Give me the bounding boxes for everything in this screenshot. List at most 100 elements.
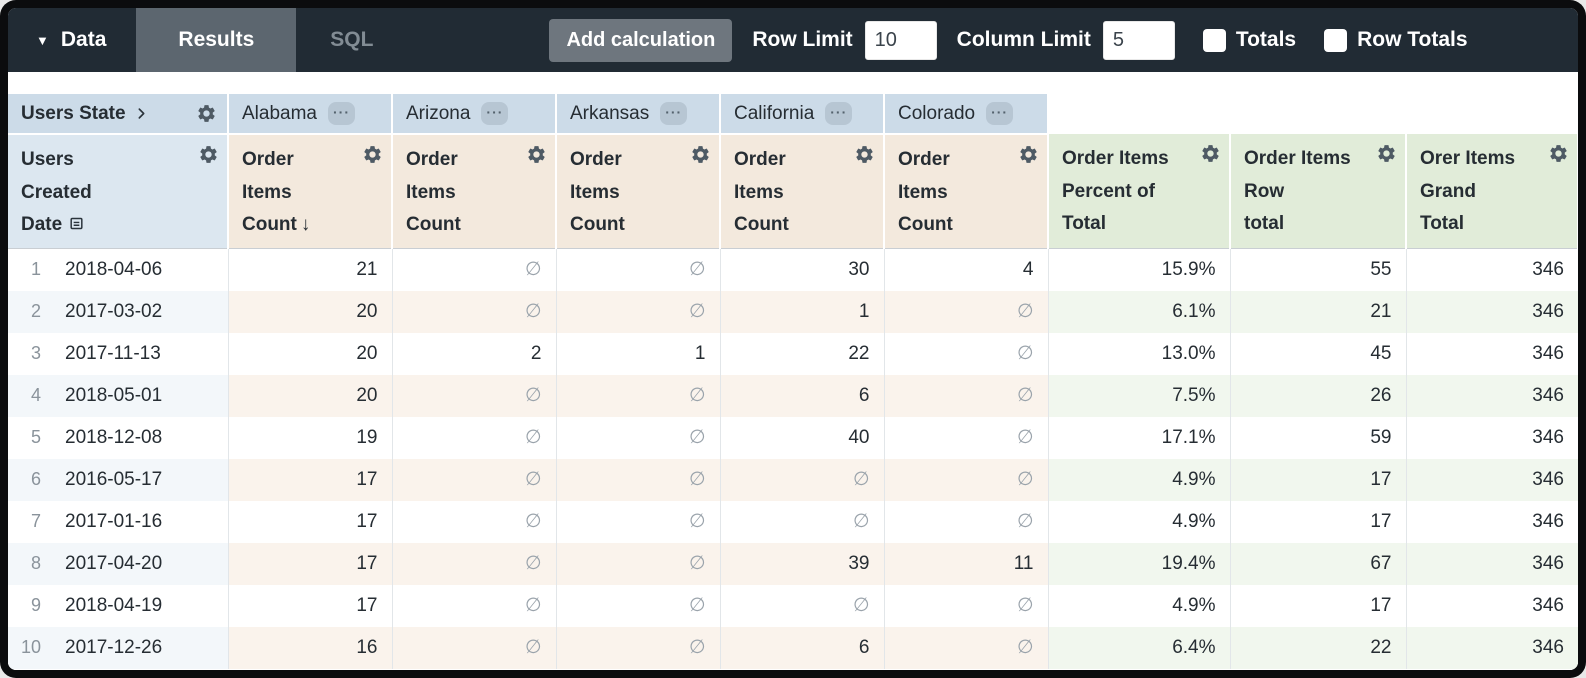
ellipsis-menu-icon[interactable]: ··· [986, 102, 1014, 125]
count-cell[interactable]: ∅ [555, 500, 720, 543]
count-cell[interactable]: ∅ [555, 248, 720, 291]
gear-icon[interactable] [196, 103, 217, 124]
gear-icon[interactable] [1018, 144, 1039, 165]
count-cell[interactable]: ∅ [555, 626, 720, 669]
count-cell[interactable]: ∅ [391, 500, 556, 543]
count-cell[interactable]: ∅ [391, 626, 556, 669]
count-cell[interactable]: 20 [227, 290, 392, 333]
count-cell[interactable]: ∅ [883, 584, 1048, 627]
date-cell[interactable]: 2017-03-02 [52, 290, 228, 333]
calc-cell[interactable]: 21 [1229, 290, 1406, 333]
count-cell[interactable]: ∅ [555, 416, 720, 459]
calc-cell[interactable]: 67 [1229, 542, 1406, 585]
count-cell[interactable]: 17 [227, 500, 392, 543]
count-cell[interactable]: ∅ [883, 332, 1048, 375]
count-cell[interactable]: ∅ [719, 584, 884, 627]
count-cell[interactable]: ∅ [883, 374, 1048, 417]
date-cell[interactable]: 2018-04-19 [65, 594, 163, 616]
count-cell[interactable]: ∅ [391, 248, 556, 291]
count-cell[interactable]: ∅ [719, 458, 884, 501]
data-section-toggle[interactable]: ▼ Data [8, 8, 136, 72]
count-cell[interactable]: 17 [227, 584, 392, 627]
count-cell[interactable]: 6 [719, 374, 884, 417]
column-header-order-items-count-alabama[interactable]: Order Items Count ↓ [228, 134, 393, 250]
count-cell[interactable]: ∅ [555, 542, 720, 585]
ellipsis-menu-icon[interactable]: ··· [328, 102, 355, 125]
column-header-order-items-count-colorado[interactable]: Order Items Count [884, 134, 1049, 250]
count-cell[interactable]: ∅ [391, 416, 556, 459]
date-cell[interactable]: 2018-04-06 [65, 258, 163, 280]
count-cell[interactable]: 19 [227, 416, 392, 459]
calc-cell[interactable]: 4.9% [1047, 458, 1230, 501]
totals-checkbox[interactable] [1202, 28, 1226, 52]
count-cell[interactable]: ∅ [555, 458, 720, 501]
calc-cell[interactable]: 59 [1229, 416, 1406, 459]
count-cell[interactable]: 40 [719, 416, 884, 459]
calc-cell[interactable]: 19.4% [1047, 542, 1230, 585]
calc-cell[interactable]: 346 [1405, 584, 1578, 627]
pivot-state-header-alabama[interactable]: Alabama ··· [228, 94, 393, 135]
calc-cell[interactable]: 346 [1405, 458, 1578, 501]
calc-cell[interactable]: 45 [1229, 332, 1406, 375]
ellipsis-menu-icon[interactable]: ··· [481, 102, 509, 125]
count-cell[interactable]: ∅ [883, 416, 1048, 459]
column-header-order-items-count-california[interactable]: Order Items Count [720, 134, 885, 250]
count-cell[interactable]: ∅ [391, 374, 556, 417]
calc-cell[interactable]: 17.1% [1047, 416, 1230, 459]
date-cell[interactable]: 2017-04-20 [52, 542, 228, 585]
gear-icon[interactable] [1200, 143, 1221, 164]
calc-cell[interactable]: 4.9% [1047, 584, 1230, 627]
count-cell[interactable]: ∅ [883, 626, 1048, 669]
count-cell[interactable]: ∅ [883, 500, 1048, 543]
tab-results[interactable]: Results [136, 8, 297, 72]
count-cell[interactable]: 6 [719, 626, 884, 669]
count-cell[interactable]: 39 [719, 542, 884, 585]
calc-cell[interactable]: 15.9% [1047, 248, 1230, 291]
count-cell[interactable]: ∅ [719, 500, 884, 543]
count-cell[interactable]: ∅ [555, 290, 720, 333]
count-cell[interactable]: 17 [227, 542, 392, 585]
column-header-grand-total[interactable]: Orer Items Grand Total [1406, 134, 1578, 250]
calc-cell[interactable]: 6.1% [1047, 290, 1230, 333]
calc-cell[interactable]: 346 [1405, 290, 1578, 333]
count-cell[interactable]: ∅ [391, 584, 556, 627]
gear-icon[interactable] [526, 144, 547, 165]
row-limit-input[interactable] [864, 20, 937, 60]
pivot-state-header-colorado[interactable]: Colorado ··· [884, 94, 1049, 135]
gear-icon[interactable] [1376, 143, 1397, 164]
count-cell[interactable]: 17 [227, 458, 392, 501]
count-cell[interactable]: 21 [227, 248, 392, 291]
count-cell[interactable]: ∅ [391, 542, 556, 585]
date-cell[interactable]: 2018-05-01 [52, 374, 228, 417]
count-cell[interactable]: ∅ [391, 458, 556, 501]
calc-cell[interactable]: 26 [1229, 374, 1406, 417]
count-cell[interactable]: ∅ [391, 290, 556, 333]
ellipsis-menu-icon[interactable]: ··· [825, 102, 853, 125]
calc-cell[interactable]: 13.0% [1047, 332, 1230, 375]
column-header-percent-of-total[interactable]: Order Items Percent of Total [1048, 134, 1231, 250]
pivot-state-header-arizona[interactable]: Arizona ··· [392, 94, 557, 135]
count-cell[interactable]: 11 [883, 542, 1048, 585]
calc-cell[interactable]: 17 [1229, 584, 1406, 627]
calc-cell[interactable]: 6.4% [1047, 626, 1230, 669]
count-cell[interactable]: 20 [227, 332, 392, 375]
count-cell[interactable]: 1 [719, 290, 884, 333]
date-cell[interactable]: 2016-05-17 [52, 458, 228, 501]
count-cell[interactable]: 4 [883, 248, 1048, 291]
count-cell[interactable]: 20 [227, 374, 392, 417]
gear-icon[interactable] [1548, 143, 1569, 164]
gear-icon[interactable] [198, 144, 219, 165]
count-cell[interactable]: ∅ [883, 290, 1048, 333]
pivot-state-header-arkansas[interactable]: Arkansas ··· [556, 94, 721, 135]
ellipsis-menu-icon[interactable]: ··· [660, 102, 688, 125]
calc-cell[interactable]: 4.9% [1047, 500, 1230, 543]
count-cell[interactable]: 22 [719, 332, 884, 375]
count-cell[interactable]: 30 [719, 248, 884, 291]
gear-icon[interactable] [362, 144, 383, 165]
calc-cell[interactable]: 55 [1229, 248, 1406, 291]
column-header-order-items-count-arizona[interactable]: Order Items Count [392, 134, 557, 250]
date-cell[interactable]: 2017-01-16 [65, 510, 163, 532]
count-cell[interactable]: 16 [227, 626, 392, 669]
pivot-dimension-header[interactable]: Users State [8, 94, 229, 135]
calc-cell[interactable]: 346 [1405, 626, 1578, 669]
